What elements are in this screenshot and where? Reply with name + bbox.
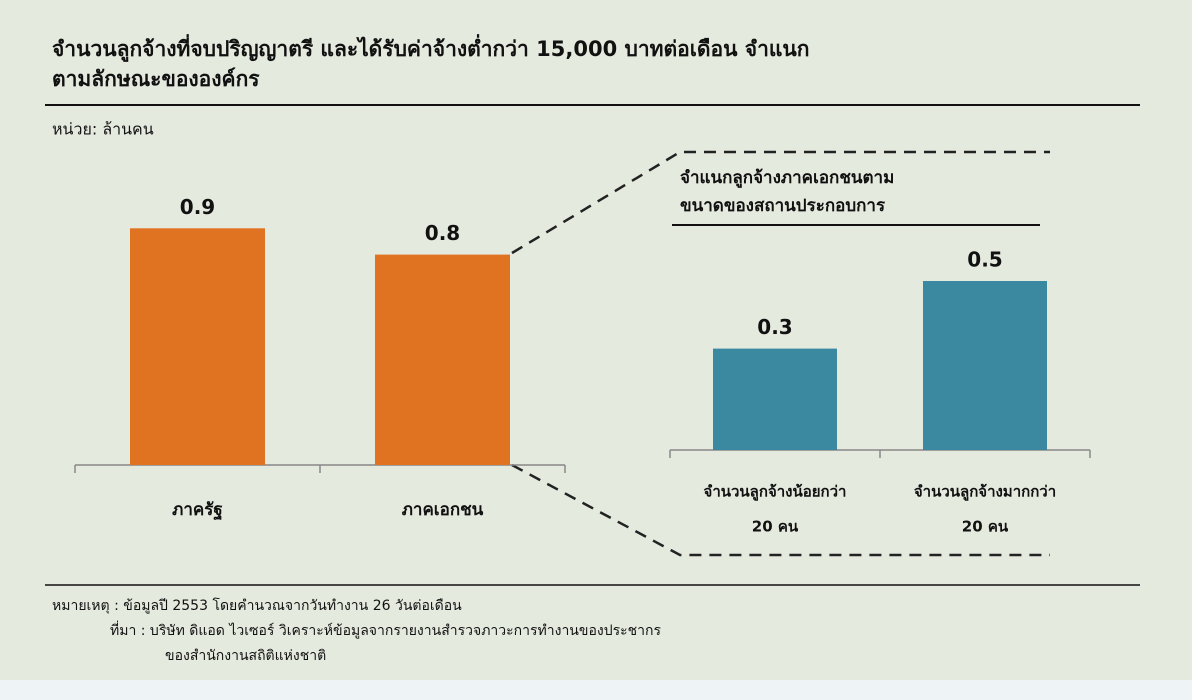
unit-label: หน่วย: ล้านคน	[52, 120, 154, 139]
zoom-line	[511, 150, 1050, 255]
x-tick-label: 20 คน	[962, 518, 1009, 536]
x-tick-label: 20 คน	[752, 518, 799, 536]
bar	[130, 228, 265, 465]
bar	[923, 281, 1047, 450]
source: ที่มา : บริษัท ดิแอด ไวเซอร์ วิเคราะห์ข้…	[110, 621, 661, 639]
note: หมายเหตุ : ข้อมูลปี 2553 โดยคำนวณจากวันท…	[52, 597, 462, 614]
zoom-line	[511, 463, 1050, 557]
bar	[375, 254, 510, 465]
x-tick-label: จำนวนลูกจ้างมากกว่า	[914, 483, 1056, 502]
value-label: 0.3	[757, 315, 792, 339]
value-label: 0.8	[425, 221, 460, 245]
x-tick-label: จำนวนลูกจ้างน้อยกว่า	[704, 483, 847, 502]
chart-title: จำแนกลูกจ้างภาคเอกชนตาม	[680, 168, 894, 189]
source: ของสำนักงานสถิติแห่งชาติ	[165, 648, 326, 664]
chart-title: ขนาดของสถานประกอบการ	[680, 196, 886, 216]
x-tick-label: ภาครัฐ	[172, 500, 223, 521]
value-label: 0.9	[180, 195, 215, 219]
chart-title: ตามลักษณะขององค์กร	[52, 67, 260, 91]
chart-title: จำนวนลูกจ้างที่จบปริญญาตรี และได้รับค่าจ…	[52, 33, 810, 63]
x-tick-label: ภาคเอกชน	[402, 500, 484, 520]
bar	[713, 348, 837, 450]
value-label: 0.5	[967, 248, 1002, 272]
